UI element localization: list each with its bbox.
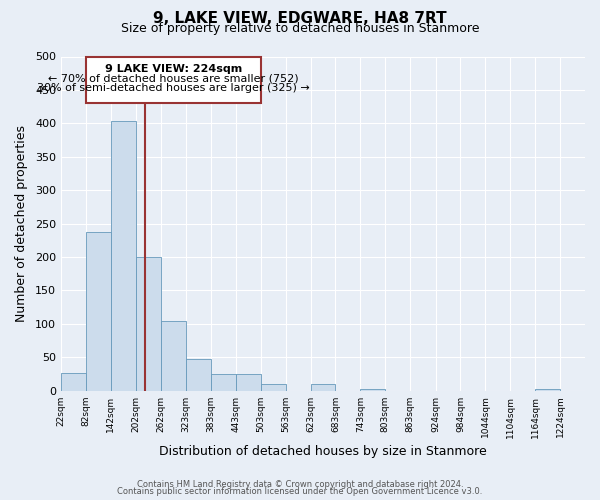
- Text: 9, LAKE VIEW, EDGWARE, HA8 7RT: 9, LAKE VIEW, EDGWARE, HA8 7RT: [153, 11, 447, 26]
- FancyBboxPatch shape: [86, 57, 260, 104]
- Bar: [361, 388, 385, 390]
- Text: Size of property relative to detached houses in Stanmore: Size of property relative to detached ho…: [121, 22, 479, 35]
- Text: Contains public sector information licensed under the Open Government Licence v3: Contains public sector information licen…: [118, 487, 482, 496]
- Bar: [86, 232, 111, 390]
- Bar: [311, 384, 335, 390]
- Bar: [260, 384, 286, 390]
- Text: 9 LAKE VIEW: 224sqm: 9 LAKE VIEW: 224sqm: [104, 64, 242, 74]
- Bar: [61, 372, 86, 390]
- Bar: [136, 257, 161, 390]
- Text: 30% of semi-detached houses are larger (325) →: 30% of semi-detached houses are larger (…: [37, 82, 310, 92]
- X-axis label: Distribution of detached houses by size in Stanmore: Distribution of detached houses by size …: [159, 444, 487, 458]
- Bar: [186, 360, 211, 390]
- Bar: [161, 320, 186, 390]
- Text: ← 70% of detached houses are smaller (752): ← 70% of detached houses are smaller (75…: [48, 73, 299, 83]
- Y-axis label: Number of detached properties: Number of detached properties: [15, 125, 28, 322]
- Bar: [211, 374, 236, 390]
- Bar: [236, 374, 260, 390]
- Bar: [111, 122, 136, 390]
- Text: Contains HM Land Registry data © Crown copyright and database right 2024.: Contains HM Land Registry data © Crown c…: [137, 480, 463, 489]
